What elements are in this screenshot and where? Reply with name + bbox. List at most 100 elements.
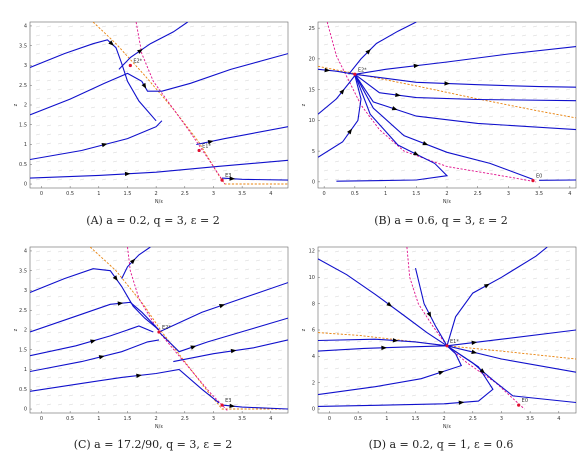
flow-arrow: [413, 151, 419, 156]
plot-frame: [317, 21, 577, 189]
equilibrium-point: [220, 403, 224, 407]
equilibrium-point: [197, 148, 201, 153]
y-tick-label: 3.5: [19, 43, 27, 49]
caption-a: (A) a = 0.2, q = 3, ε = 2: [86, 214, 220, 227]
x-tick-label: 3.5: [238, 191, 246, 197]
y-tick-label: 2.5: [19, 308, 27, 314]
x-tick-label: 3.5: [526, 416, 534, 422]
flow-arrow: [426, 311, 432, 318]
x-axis-label: N/ε: [443, 199, 451, 205]
flow-arrow: [458, 400, 465, 405]
trajectory-line: [158, 317, 288, 353]
trajectory-line: [354, 73, 576, 102]
flow-arrow: [137, 48, 143, 54]
equilibrium-label: E1*: [450, 339, 459, 345]
phase-plot-c: 0 0.5 1 1.5 2 2.5 3 3.5 4 0 0.5 1 1.5 2 2.5 3 3.5 4 N/ε z E2…: [13, 246, 289, 430]
x-tick-label: 2: [155, 191, 158, 197]
x-tick-label: 4: [269, 416, 272, 422]
x-tick-label: 1.5: [123, 191, 131, 197]
equilibrium-label: E3: [225, 173, 231, 179]
y-tick-label: 2: [24, 328, 27, 334]
trajectory-line: [446, 329, 576, 347]
trajectory-line: [318, 68, 355, 75]
equilibrium-point: [353, 72, 357, 76]
x-tick-label: 2.5: [474, 191, 482, 197]
plot-frame: [317, 246, 577, 414]
trajectory-line: [30, 39, 157, 122]
y-tick-label: 12: [309, 249, 315, 255]
caption-c: (C) a = 17.2/90, q = 3, ε = 2: [73, 438, 233, 451]
trajectory-line: [446, 345, 576, 404]
flow-arrow: [98, 355, 105, 360]
flow-arrow: [117, 301, 124, 306]
flow-arrow: [229, 176, 236, 181]
phase-plot-a: 0 0.5 1 1.5 2 2.5 3 3.5 4 0 0.5 1 1.5 2 2.5 3 3.5 4 N/ε z E2…: [13, 21, 289, 205]
y-tick-label: 20: [309, 57, 315, 63]
y-tick-label: 2: [24, 103, 27, 109]
trajectory-line: [222, 404, 288, 410]
x-tick-label: 1.5: [123, 416, 131, 422]
x-tick-label: 2: [445, 191, 448, 197]
flow-arrow: [391, 106, 398, 111]
flow-arrow: [101, 142, 108, 148]
nullcline-orange: [92, 22, 288, 185]
flow-arrow: [381, 345, 387, 351]
equilibrium-label: E3: [225, 398, 231, 404]
nullcline-orange: [318, 65, 576, 119]
y-tick-label: 10: [309, 118, 315, 124]
trajectory-line: [336, 74, 449, 182]
x-tick-label: 4: [557, 416, 560, 422]
equilibrium-label: E2*: [133, 58, 142, 64]
x-tick-label: 0.5: [351, 191, 359, 197]
y-axis-label: z: [13, 103, 19, 106]
flow-arrow: [471, 340, 478, 345]
flow-arrow: [339, 88, 345, 95]
x-tick-label: 2.5: [469, 416, 477, 422]
flow-arrow: [207, 139, 214, 145]
x-tick-label: 2.5: [181, 191, 189, 197]
y-tick-label: 0: [24, 407, 27, 413]
y-tick-label: 1: [24, 367, 27, 373]
y-tick-label: 5: [312, 149, 315, 155]
y-tick-label: 1: [24, 142, 27, 148]
flow-arrow: [129, 258, 136, 265]
x-tick-label: 3: [507, 191, 510, 197]
x-tick-label: 1: [385, 416, 388, 422]
x-tick-label: 1: [384, 191, 387, 197]
y-tick-label: 0: [24, 182, 27, 188]
x-tick-label: 0: [40, 416, 43, 422]
x-tick-label: 1: [97, 191, 100, 197]
flow-arrow: [219, 304, 225, 309]
flow-arrow: [90, 339, 96, 344]
y-tick-label: 10: [309, 275, 315, 281]
equilibrium-label: E2*: [162, 325, 171, 331]
x-axis-label: N/ε: [443, 424, 451, 430]
x-tick-label: 2: [443, 416, 446, 422]
flow-arrow: [438, 370, 445, 376]
trajectory-line: [354, 73, 576, 88]
y-tick-label: 4: [312, 354, 315, 360]
y-tick-label: 8: [312, 301, 315, 307]
caption-b: (B) a = 0.6, q = 3, ε = 2: [374, 214, 508, 227]
equilibrium-point: [220, 178, 224, 182]
x-axis-label: N/ε: [155, 199, 163, 205]
x-axis-label: N/ε: [155, 424, 163, 430]
phase-plot-b: 0 0.5 1 1.5 2 2.5 3 3.5 4 0 5 10 15 20 25 N/ε z E2* E0: [301, 21, 577, 205]
flow-arrow: [413, 63, 420, 69]
flow-arrow: [347, 128, 353, 135]
trajectory-line: [30, 368, 220, 404]
flow-arrow: [190, 345, 197, 350]
y-tick-label: 0.5: [19, 387, 27, 393]
y-tick-label: 2.5: [19, 83, 27, 89]
x-tick-label: 3: [212, 416, 215, 422]
y-tick-label: 3: [24, 288, 27, 294]
y-tick-label: 25: [309, 26, 315, 32]
flow-arrow: [141, 82, 147, 89]
y-tick-label: 2: [312, 380, 315, 386]
x-tick-label: 0.5: [66, 191, 74, 197]
x-tick-label: 0.5: [354, 416, 362, 422]
trajectory-line: [30, 339, 160, 373]
x-tick-label: 0: [40, 191, 43, 197]
equilibrium-point: [157, 330, 161, 334]
